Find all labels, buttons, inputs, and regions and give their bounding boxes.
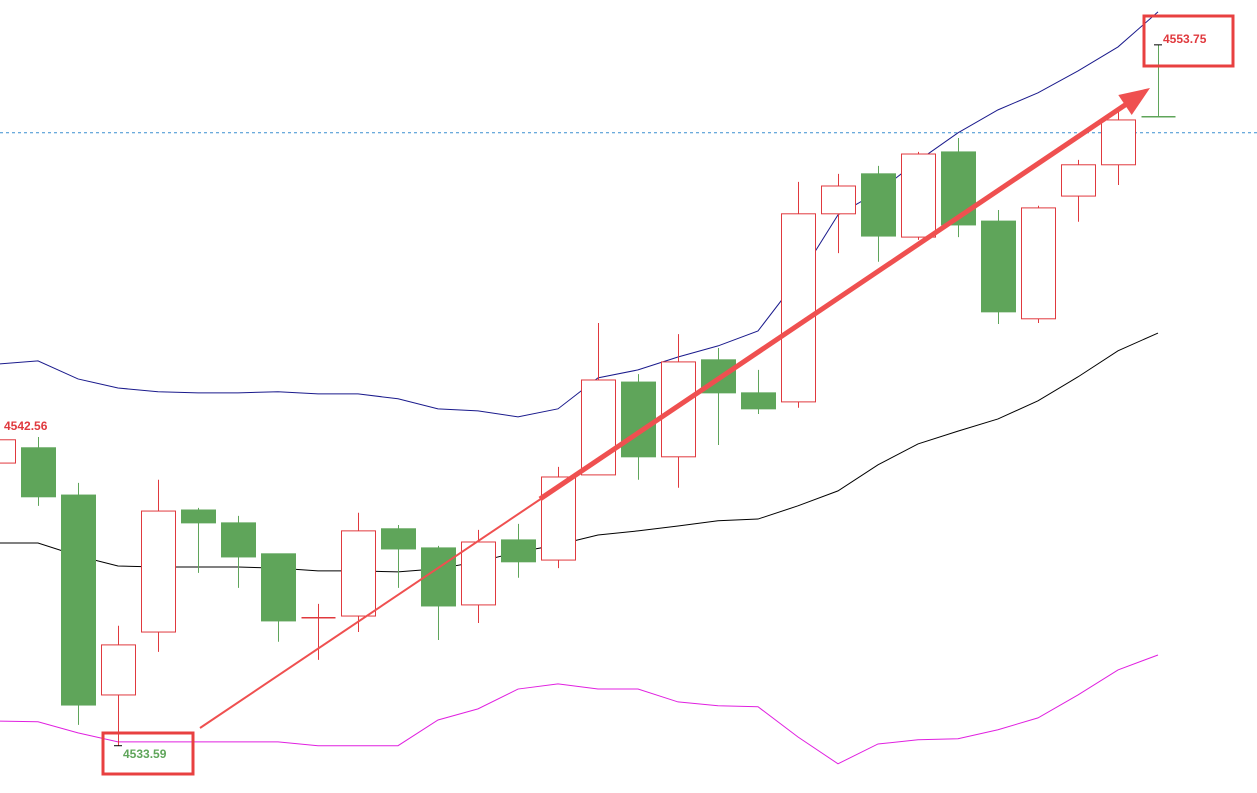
highlight-box [101,731,195,776]
arrow-head [1118,88,1150,115]
candle-body [541,476,576,561]
candle-body [341,530,376,617]
candle-body [741,392,776,410]
candle-body [461,541,496,606]
candle-body [661,361,696,458]
trend-arrow [199,88,1150,729]
candle-body [1061,164,1096,197]
price-label: 4553.75 [1163,32,1207,46]
candle-body [101,644,136,696]
candle-body [221,522,256,558]
candle-body [501,539,536,563]
arrow-shaft [538,100,1130,502]
candle-body [821,185,856,215]
arrow-thin [199,485,561,729]
candle-body [261,553,296,622]
candle-body [181,509,216,524]
band-line [0,654,1159,765]
candle-body [941,151,976,226]
candle-body [1101,119,1136,166]
label-layer: 4542.56 4533.59 4553.75 [4,32,1207,761]
candle-layer [0,44,1176,746]
candle-body [981,220,1016,313]
candle-body [901,153,936,238]
candle-body [21,447,56,498]
band-line [0,332,1159,573]
candle-body [141,510,176,633]
price-label: 4542.56 [4,419,48,433]
candle-body [781,213,816,403]
candle-body [621,381,656,458]
price-label: 4533.59 [123,747,167,761]
candle-body [61,494,96,706]
overlay-layer [0,11,1257,765]
candle-body [861,173,896,237]
candle-body [381,528,416,550]
candle-body [421,547,456,607]
band-line [0,11,1159,418]
candle-body [1021,207,1056,320]
highlight-box [1142,14,1235,68]
candle-body [0,439,16,464]
